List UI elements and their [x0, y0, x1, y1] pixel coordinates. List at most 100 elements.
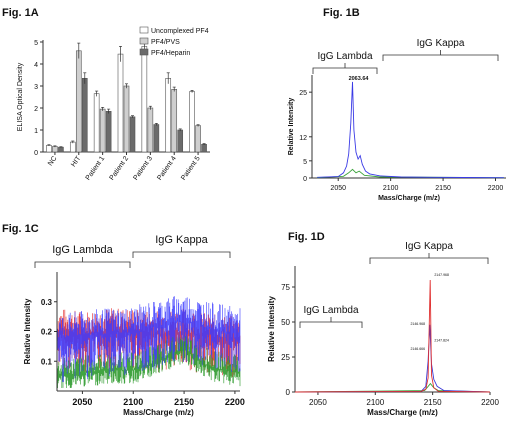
legend-swatch [139, 26, 149, 34]
kappa-label: IgG Kappa [155, 234, 208, 246]
x-tick-label: 2150 [424, 398, 442, 407]
x-axis-label: Mass/Charge (m/z) [367, 408, 438, 417]
lambda-bracket [312, 63, 378, 74]
legend-label: PF4/PVS [151, 39, 180, 46]
bar [105, 111, 112, 153]
peak-annotation: 2146.968 [410, 322, 425, 326]
y-tick-label: 50 [281, 318, 290, 327]
kappa-label: IgG Kappa [417, 38, 465, 49]
y-tick-label: 12 [299, 135, 307, 142]
lambda-bracket [34, 257, 131, 268]
x-tick-label: 2200 [481, 398, 499, 407]
bar [123, 85, 130, 153]
y-axis-label: Relative Intensity [267, 296, 276, 362]
panel-label-1a: Fig. 1A [2, 7, 39, 19]
bar [75, 50, 82, 153]
lambda-label: IgG Lambda [303, 305, 358, 316]
y-tick-label: 0 [34, 150, 38, 157]
x-tick-label: 2150 [174, 397, 194, 407]
y-tick-label: 5 [34, 40, 38, 47]
x-axis-label: Mass/Charge (m/z) [123, 408, 194, 417]
kappa-bracket [382, 50, 499, 61]
y-axis-label: Relative Intensity [288, 98, 295, 156]
peak-annotation: 2146.666 [410, 347, 425, 351]
spectrum-line [317, 81, 504, 179]
panel-label-1c: Fig. 1C [2, 223, 39, 235]
x-tick-label: 2050 [330, 185, 346, 192]
bar [99, 108, 106, 153]
y-tick-label: 2 [34, 106, 38, 113]
x-tick-label: 2100 [123, 397, 143, 407]
bar [189, 91, 195, 153]
kappa-bracket [132, 247, 231, 258]
bar [129, 116, 136, 153]
y-tick-label: 4 [34, 62, 38, 69]
y-tick-label: 3 [34, 84, 38, 91]
peak-annotation: 2063.64 [349, 76, 370, 82]
x-tick-label: 2050 [309, 398, 327, 407]
lambda-label: IgG Lambda [52, 244, 113, 256]
x-tick-label: NC [47, 155, 59, 167]
y-tick-label: 0.3 [41, 298, 53, 307]
y-tick-label: 0 [303, 176, 307, 183]
spectrum-line [294, 279, 491, 393]
y-axis-label: ELISA Optical Density [17, 62, 24, 131]
lambda-bracket [299, 317, 363, 328]
kappa-label: IgG Kappa [405, 241, 453, 252]
y-tick-label: 75 [281, 283, 290, 292]
x-axis-label: Mass/Charge (m/z) [378, 195, 440, 202]
x-tick-label: Patient 2 [109, 155, 131, 182]
panel-label-1b: Fig. 1B [323, 7, 360, 19]
y-tick-label: 0.2 [41, 328, 53, 337]
bar [117, 53, 124, 153]
y-tick-label: 0.1 [41, 357, 53, 366]
x-tick-label: Patient 3 [132, 155, 154, 182]
legend-label: Uncomplexed PF4 [151, 28, 209, 35]
bar [93, 93, 100, 153]
y-tick-label: 25 [299, 90, 307, 97]
bar [81, 78, 88, 153]
bar [171, 89, 178, 153]
y-tick-label: 1 [34, 128, 38, 135]
panel-1c-spectrum: 0.1 0.2 0.3 2050 2100 2150 2200 Relative Intens… [23, 234, 245, 417]
bar [153, 124, 160, 153]
peak-annotation: 2147.968 [434, 273, 449, 277]
x-tick-label: Patient 1 [85, 155, 107, 182]
y-tick-label: 0 [286, 388, 291, 397]
x-tick-label: 2100 [383, 185, 399, 192]
spectrum-line [317, 168, 504, 179]
lambda-label: IgG Lambda [317, 51, 372, 62]
x-tick-label: 2200 [488, 185, 504, 192]
y-tick-label: 25 [281, 353, 290, 362]
y-tick-label: 5 [303, 159, 307, 166]
peak-annotation: 2147.824 [434, 339, 449, 343]
bar [141, 46, 148, 153]
panel-label-1d: Fig. 1D [288, 231, 325, 243]
bar [165, 78, 172, 153]
x-tick-label: 2050 [72, 397, 92, 407]
x-tick-label: Patient 5 [180, 155, 202, 182]
y-axis-label: Relative Intensity [23, 298, 32, 364]
bar [195, 125, 201, 153]
x-tick-label: 2200 [225, 397, 245, 407]
legend-swatch [139, 48, 149, 56]
x-tick-label: Patient 4 [156, 155, 178, 182]
bar [46, 145, 52, 153]
x-tick-label: HIT [70, 155, 83, 169]
x-tick-label: 2100 [366, 398, 384, 407]
panel-1d-spectrum: 0 25 50 75 2050 2100 2150 2200 Relative Intensit… [267, 241, 499, 417]
spectrum-line [294, 382, 491, 393]
bar [201, 144, 207, 153]
bar [52, 146, 58, 153]
x-tick-label: 2150 [435, 185, 451, 192]
legend-swatch [139, 37, 149, 45]
spectrum-line [294, 324, 491, 393]
bar [58, 146, 64, 153]
bar [69, 141, 76, 153]
bar [147, 107, 154, 153]
kappa-bracket [369, 253, 489, 264]
panel-1b-spectrum: 0 5 12 25 2050 2100 2150 2200 Relative Intensity… [288, 38, 506, 202]
bar [177, 129, 184, 153]
